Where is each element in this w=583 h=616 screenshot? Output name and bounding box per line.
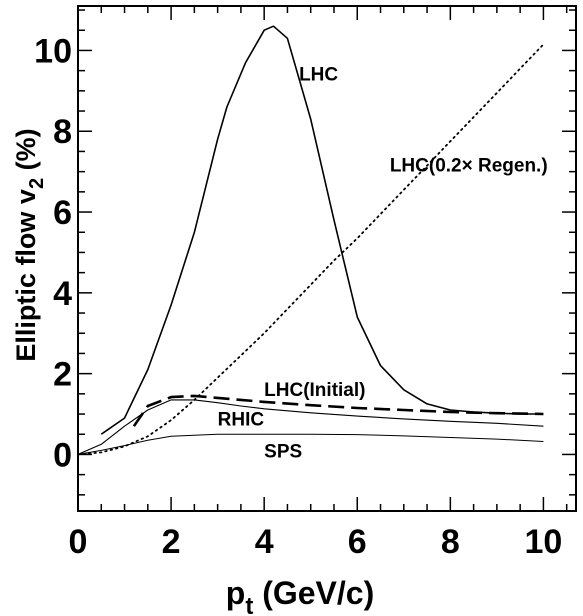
x-tick-label: 6 xyxy=(348,523,367,561)
y-tick-label: 4 xyxy=(53,275,72,313)
series-label: SPS xyxy=(264,442,302,463)
series-line-sps xyxy=(77,433,544,455)
y-tick-label: 2 xyxy=(53,356,72,394)
series-layer xyxy=(77,25,545,456)
plot-frame xyxy=(77,5,577,512)
x-tick-label: 4 xyxy=(255,523,274,561)
y-axis-title-main: Elliptic flow v xyxy=(11,189,41,362)
series-label: LHC(Initial) xyxy=(264,380,365,401)
y-tick-label: 6 xyxy=(53,194,72,232)
x-tick-label: 8 xyxy=(441,523,460,561)
series-label: RHIC xyxy=(218,409,265,430)
series-line-rhic xyxy=(77,399,544,455)
series-labels: LHC LHC(0.2× Regen.) LHC(Initial) RHIC SPS xyxy=(218,65,548,463)
y-tick-label: 8 xyxy=(53,113,72,151)
x-axis-title-main: p xyxy=(226,575,246,611)
y-axis-title-subscript: 2 xyxy=(26,178,48,189)
y-tick-labels: 0 2 4 6 8 10 xyxy=(34,32,72,474)
series-label: LHC xyxy=(299,65,338,86)
y-tick-label: 0 xyxy=(53,436,72,474)
x-axis-title-subscript: t xyxy=(245,593,253,616)
minor-ticks xyxy=(78,6,576,511)
y-tick-label: 10 xyxy=(34,32,72,70)
series-label: LHC(0.2× Regen.) xyxy=(390,156,548,177)
x-tick-labels: 0 2 4 6 8 10 xyxy=(69,523,563,561)
series-line-lhc xyxy=(100,25,544,435)
axes-box xyxy=(77,5,577,512)
x-tick-label: 2 xyxy=(162,523,181,561)
x-tick-label: 10 xyxy=(525,523,563,561)
series-line-lhc-0-2-regen xyxy=(77,43,545,456)
y-axis-title: Elliptic flow v2 (%) xyxy=(11,128,48,361)
series-line-lhc-initial xyxy=(132,394,544,427)
x-tick-label: 0 xyxy=(69,523,88,561)
x-axis-title: pt (GeV/c) xyxy=(226,575,374,616)
x-axis-title-rest: (GeV/c) xyxy=(253,575,374,611)
y-axis-title-rest: (%) xyxy=(11,128,41,178)
